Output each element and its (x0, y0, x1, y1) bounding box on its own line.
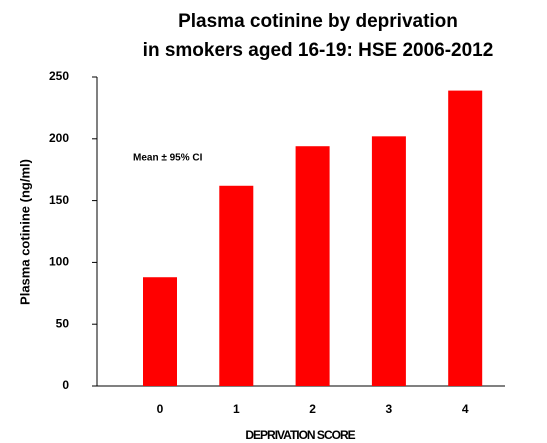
chart-title: in smokers aged 16-19: HSE 2006-2012 (143, 40, 494, 61)
x-tick-label: 1 (233, 402, 240, 416)
x-tick-label: 3 (386, 402, 393, 416)
bar (371, 136, 406, 386)
bar (143, 277, 177, 386)
bar (448, 90, 483, 386)
y-axis-label: Plasma cotinine (ng/ml) (17, 159, 32, 305)
y-tick-label: 200 (49, 131, 69, 145)
y-tick-label: 0 (62, 378, 69, 392)
x-tick-label: 0 (157, 402, 164, 416)
y-tick-label: 150 (49, 193, 69, 207)
bar (219, 185, 254, 386)
x-axis-label: DEPRIVATION SCORE (245, 428, 355, 442)
y-tick-label: 50 (56, 316, 70, 330)
x-tick-label: 4 (462, 402, 469, 416)
chart-title: Plasma cotinine by deprivation (178, 11, 458, 32)
y-tick-label: 250 (49, 69, 69, 83)
bar (295, 146, 330, 386)
y-tick-label: 100 (49, 255, 69, 269)
x-tick-label: 2 (309, 402, 316, 416)
annotation: Mean ± 95% CI (133, 153, 203, 164)
